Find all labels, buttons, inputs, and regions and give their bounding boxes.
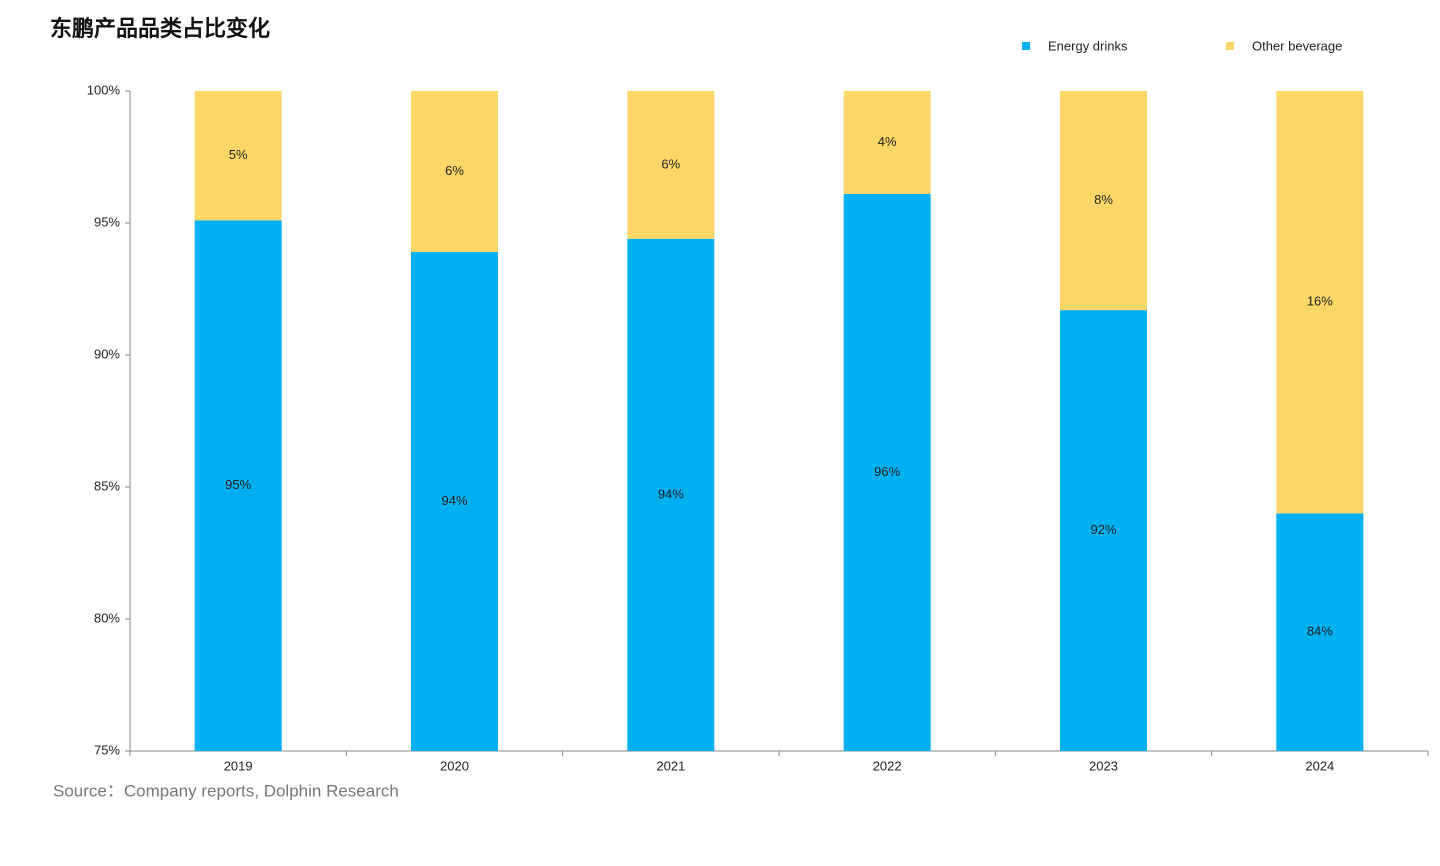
bar-segment	[627, 91, 715, 239]
legend-swatch	[1022, 42, 1030, 50]
bar-segment	[627, 238, 715, 752]
value-label: 6%	[445, 163, 464, 178]
value-label: 4%	[878, 134, 897, 149]
value-label: 5%	[229, 147, 248, 162]
y-tick-label: 75%	[94, 742, 120, 757]
value-label: 84%	[1307, 624, 1333, 639]
value-label: 16%	[1307, 294, 1333, 309]
x-tick-label: 2021	[656, 758, 685, 773]
x-tick-label: 2024	[1305, 758, 1334, 773]
x-tick-label: 2023	[1089, 758, 1118, 773]
y-tick-label: 95%	[94, 214, 120, 229]
bar-segment	[843, 193, 931, 751]
value-label: 92%	[1090, 522, 1116, 537]
x-tick-label: 2022	[873, 758, 902, 773]
legend-swatch	[1226, 42, 1234, 50]
value-label: 6%	[661, 156, 680, 171]
x-tick-label: 2019	[224, 758, 253, 773]
y-tick-label: 80%	[94, 610, 120, 625]
value-label: 94%	[441, 493, 467, 508]
y-tick-label: 90%	[94, 346, 120, 361]
legend-label: Energy drinks	[1048, 38, 1128, 53]
value-label: 94%	[658, 486, 684, 501]
bar-segment	[1060, 91, 1147, 311]
bar-segment	[411, 252, 498, 752]
bar-segment	[194, 91, 282, 221]
source-note: Source：Company reports, Dolphin Research	[53, 781, 399, 800]
value-label: 8%	[1094, 192, 1113, 207]
bar-segment	[411, 91, 498, 253]
x-tick-label: 2020	[440, 758, 469, 773]
bar-segment	[194, 220, 282, 752]
value-label: 96%	[874, 464, 900, 479]
y-tick-label: 85%	[94, 478, 120, 493]
value-label: 95%	[225, 477, 251, 492]
legend-label: Other beverage	[1252, 38, 1342, 53]
y-tick-label: 100%	[87, 82, 121, 97]
bar-segment	[1060, 310, 1147, 751]
chart-title: 东鹏产品品类占比变化	[50, 16, 270, 41]
bar-segment	[1276, 513, 1364, 751]
bar-segment	[843, 91, 931, 194]
bar-segment	[1276, 91, 1364, 514]
